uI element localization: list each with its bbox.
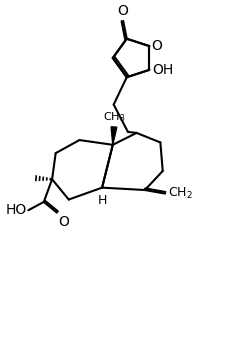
Text: HO: HO (5, 203, 26, 217)
Polygon shape (111, 127, 117, 145)
Text: OH: OH (152, 63, 173, 77)
Text: CH$_2$: CH$_2$ (168, 186, 193, 201)
Text: O: O (58, 215, 69, 229)
Text: H: H (97, 194, 107, 207)
Text: CH$_3$: CH$_3$ (103, 110, 125, 124)
Text: O: O (118, 4, 129, 18)
Text: O: O (151, 39, 162, 53)
